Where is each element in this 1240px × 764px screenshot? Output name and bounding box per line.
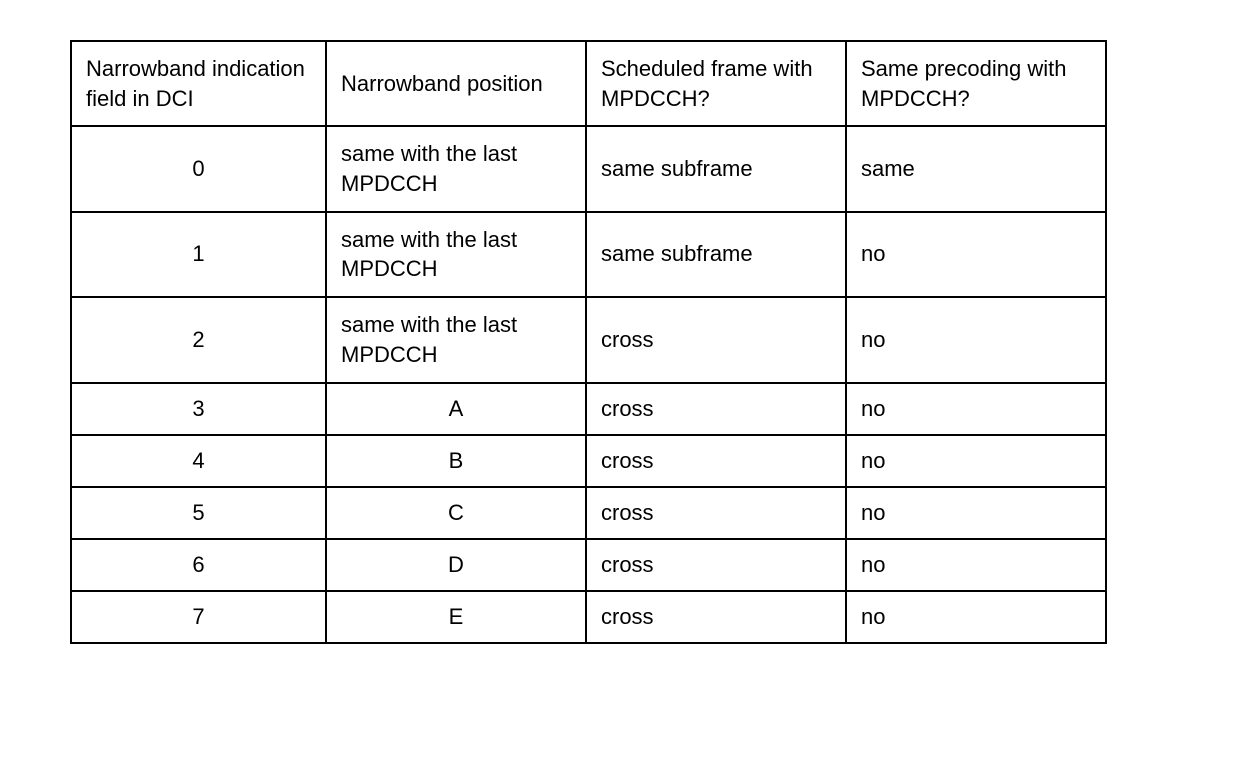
- cell-position: C: [326, 487, 586, 539]
- cell-scheduled: cross: [586, 297, 846, 382]
- table-row: 7 E cross no: [71, 591, 1106, 643]
- cell-dci: 1: [71, 212, 326, 297]
- cell-precoding: no: [846, 383, 1106, 435]
- cell-position: A: [326, 383, 586, 435]
- cell-position: D: [326, 539, 586, 591]
- cell-precoding: no: [846, 297, 1106, 382]
- table-container: Narrowband indication field in DCI Narro…: [70, 40, 1107, 644]
- cell-scheduled: same subframe: [586, 126, 846, 211]
- cell-position: same with the last MPDCCH: [326, 297, 586, 382]
- narrowband-table: Narrowband indication field in DCI Narro…: [70, 40, 1107, 644]
- header-position: Narrowband position: [326, 41, 586, 126]
- cell-scheduled: cross: [586, 487, 846, 539]
- cell-dci: 2: [71, 297, 326, 382]
- cell-precoding: no: [846, 487, 1106, 539]
- cell-dci: 0: [71, 126, 326, 211]
- cell-precoding: no: [846, 435, 1106, 487]
- cell-precoding: same: [846, 126, 1106, 211]
- table-header-row: Narrowband indication field in DCI Narro…: [71, 41, 1106, 126]
- table-row: 2 same with the last MPDCCH cross no: [71, 297, 1106, 382]
- cell-scheduled: cross: [586, 539, 846, 591]
- cell-dci: 6: [71, 539, 326, 591]
- table-header: Narrowband indication field in DCI Narro…: [71, 41, 1106, 126]
- cell-precoding: no: [846, 212, 1106, 297]
- cell-precoding: no: [846, 539, 1106, 591]
- cell-dci: 7: [71, 591, 326, 643]
- table-row: 1 same with the last MPDCCH same subfram…: [71, 212, 1106, 297]
- table-row: 3 A cross no: [71, 383, 1106, 435]
- table-row: 5 C cross no: [71, 487, 1106, 539]
- cell-dci: 5: [71, 487, 326, 539]
- cell-dci: 4: [71, 435, 326, 487]
- table-body: 0 same with the last MPDCCH same subfram…: [71, 126, 1106, 642]
- cell-position: B: [326, 435, 586, 487]
- header-scheduled: Scheduled frame with MPDCCH?: [586, 41, 846, 126]
- header-precoding: Same precoding with MPDCCH?: [846, 41, 1106, 126]
- header-dci: Narrowband indication field in DCI: [71, 41, 326, 126]
- cell-position: same with the last MPDCCH: [326, 126, 586, 211]
- table-row: 0 same with the last MPDCCH same subfram…: [71, 126, 1106, 211]
- cell-scheduled: cross: [586, 591, 846, 643]
- cell-precoding: no: [846, 591, 1106, 643]
- cell-scheduled: cross: [586, 435, 846, 487]
- table-row: 4 B cross no: [71, 435, 1106, 487]
- cell-dci: 3: [71, 383, 326, 435]
- cell-position: same with the last MPDCCH: [326, 212, 586, 297]
- cell-scheduled: same subframe: [586, 212, 846, 297]
- table-row: 6 D cross no: [71, 539, 1106, 591]
- cell-scheduled: cross: [586, 383, 846, 435]
- cell-position: E: [326, 591, 586, 643]
